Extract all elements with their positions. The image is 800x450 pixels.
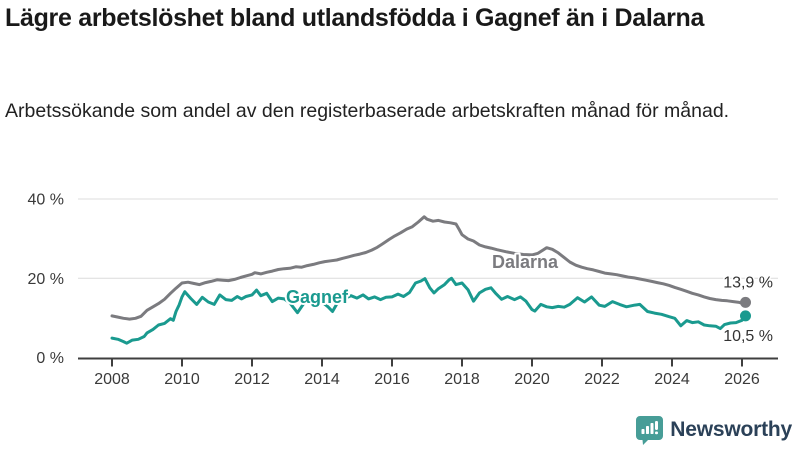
x-axis-tick-label: 2014 (304, 371, 340, 388)
series-end-dot-gagnef (740, 310, 751, 322)
series-end-dot-dalarna (740, 296, 751, 308)
newsworthy-logo: Newsworthy (636, 415, 792, 445)
series-label-gagnef: Gagnef (286, 287, 349, 307)
chart-title: Lägre arbetslöshet bland utlandsfödda i … (5, 4, 705, 32)
y-axis-tick-label: 20 % (28, 271, 64, 288)
y-axis-tick-label: 40 % (28, 192, 64, 209)
x-axis-tick-label: 2024 (654, 371, 690, 388)
y-axis-tick-label: 0 % (36, 350, 64, 367)
series-line-gagnef (110, 276, 747, 345)
x-axis-tick-label: 2018 (444, 371, 480, 388)
chart-subtitle: Arbetssökande som andel av den registerb… (5, 100, 730, 122)
series-end-value-gagnef: 10,5 % (723, 328, 773, 345)
x-axis-tick-label: 2020 (514, 371, 550, 388)
x-axis-tick-label: 2010 (164, 371, 200, 388)
x-axis-tick-label: 2012 (234, 371, 270, 388)
x-axis-tick-label: 2026 (724, 371, 760, 388)
x-axis-tick-label: 2022 (584, 371, 620, 388)
series-line-dalarna (110, 215, 747, 321)
x-axis-tick-label: 2008 (94, 371, 130, 388)
bar-chart-bubble-icon (636, 415, 664, 445)
series-end-value-dalarna: 13,9 % (723, 274, 773, 291)
series-label-dalarna: Dalarna (492, 252, 559, 272)
brand-name: Newsworthy (670, 418, 792, 441)
x-axis-tick-label: 2016 (374, 371, 410, 388)
